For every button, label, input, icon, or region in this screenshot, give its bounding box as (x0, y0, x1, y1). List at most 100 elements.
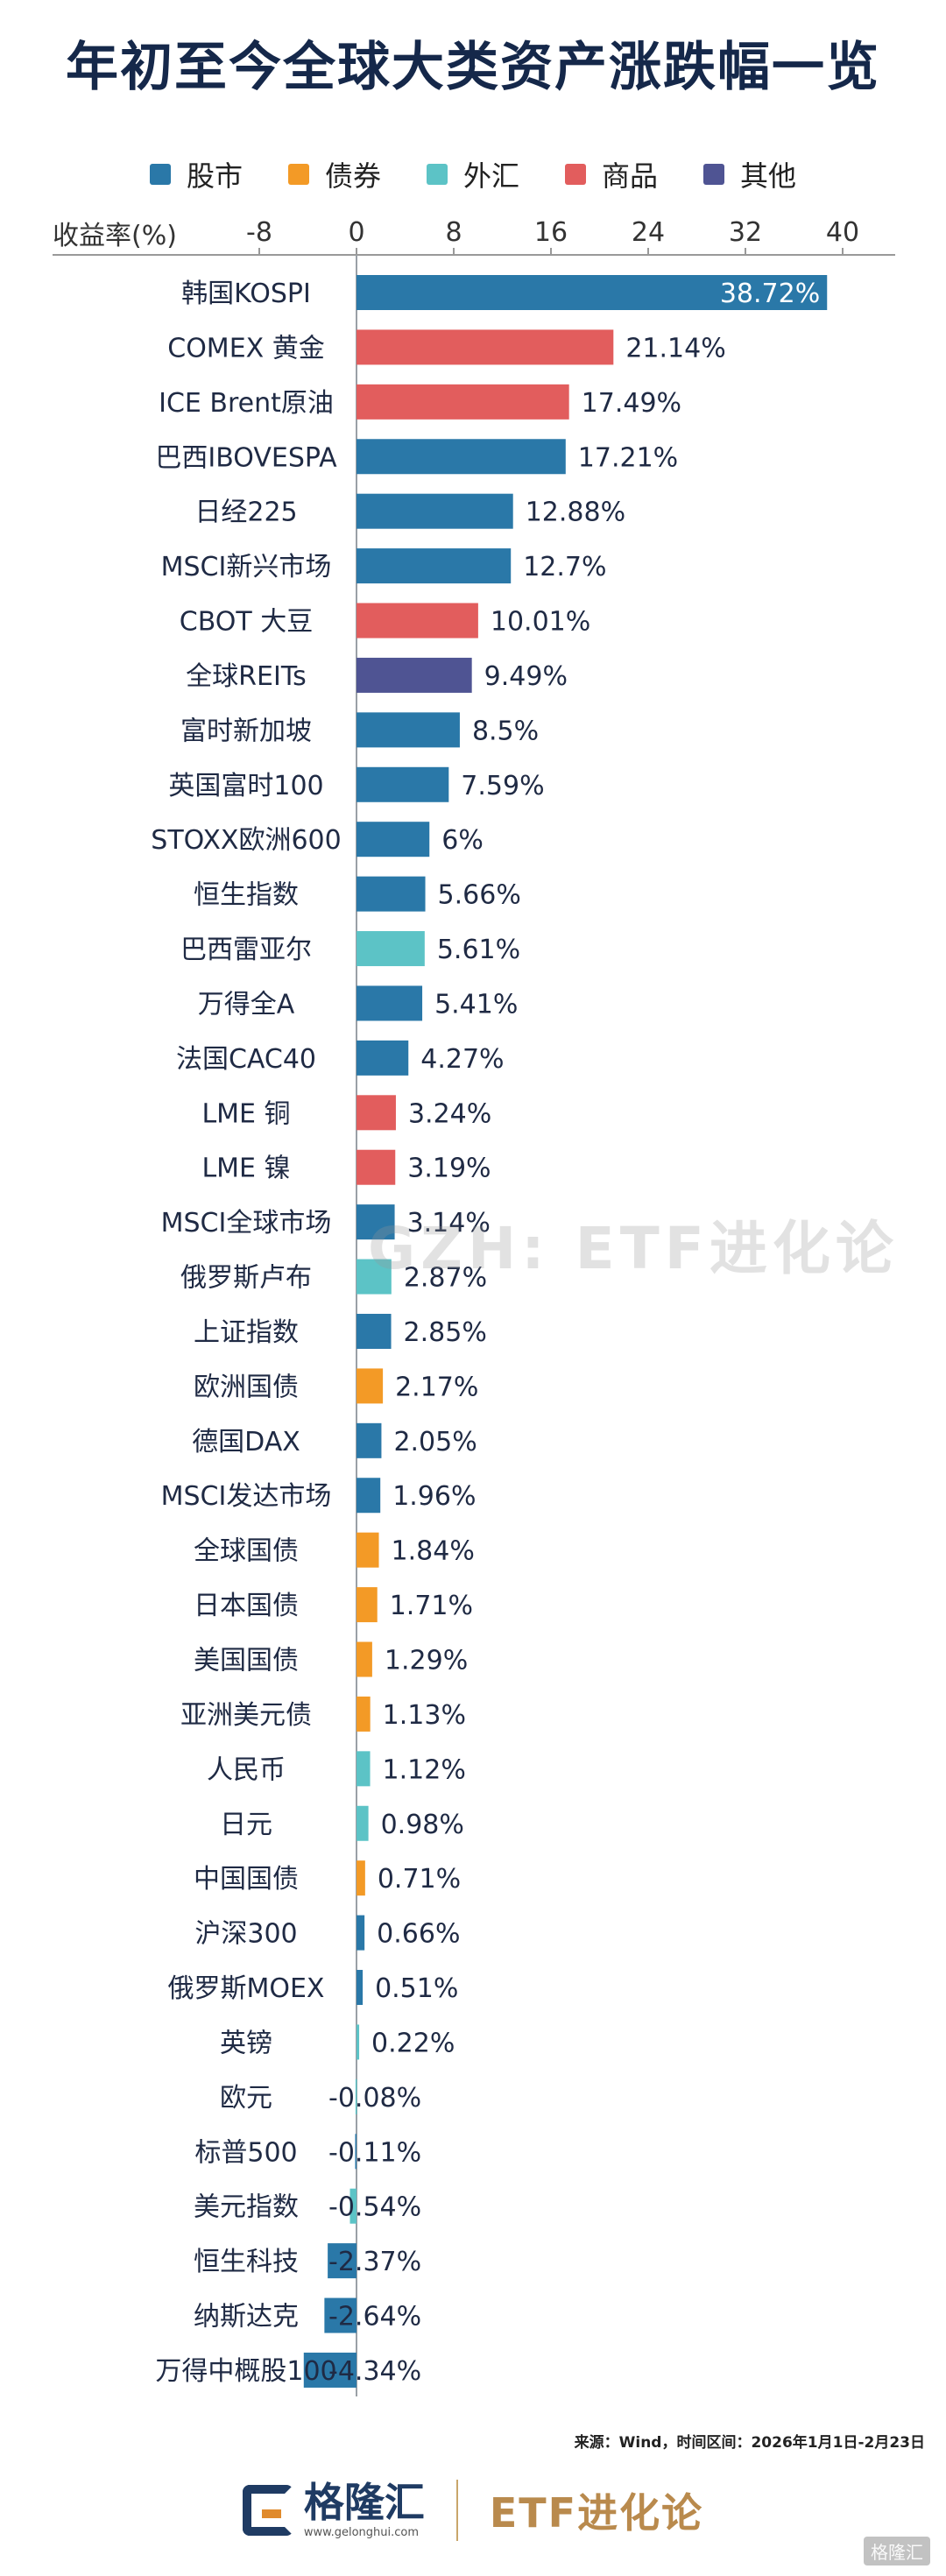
bar (357, 1587, 378, 1623)
footer: 格隆汇 www.gelonghui.com ETF进化论 (0, 2458, 946, 2563)
legend-label: 其他 (740, 159, 797, 193)
category-label: MSCI新兴市场 (161, 552, 332, 582)
data-label: 1.29% (385, 1646, 468, 1676)
data-label: -4.34% (328, 2356, 421, 2387)
legend-item-other: 其他 (703, 154, 796, 194)
x-tick-label: 0 (348, 217, 364, 248)
data-label: 5.41% (434, 989, 518, 1020)
data-label: 1.84% (392, 1536, 475, 1567)
data-label: 0.98% (381, 1810, 464, 1840)
bar (357, 657, 472, 693)
bar (357, 766, 449, 802)
category-label: LME 镍 (201, 1154, 290, 1184)
category-label: 韩国KOSPI (181, 279, 311, 309)
bar (324, 2297, 357, 2333)
bar (303, 2352, 357, 2388)
category-label: 美国国债 (194, 1646, 299, 1676)
bar (357, 439, 566, 475)
category-label: 俄罗斯卢布 (180, 1263, 312, 1294)
category-label: 俄罗斯MOEX (167, 1973, 324, 2004)
data-label: 1.96% (392, 1481, 476, 1512)
category-label: 美元指数 (194, 2192, 299, 2223)
bar (357, 1970, 364, 2006)
category-label: COMEX 黄金 (167, 333, 325, 363)
bar (357, 822, 430, 857)
bar (357, 1805, 369, 1841)
data-label: 1.71% (390, 1591, 473, 1621)
bar (357, 2024, 360, 2060)
bar (357, 1696, 371, 1732)
data-label: -0.11% (328, 2137, 421, 2168)
bar (357, 1751, 371, 1787)
category-label: 人民币 (207, 1754, 286, 1785)
legend-item-stock: 股市 (149, 154, 243, 194)
watermark: GZH: ETF进化论 (368, 1215, 899, 1282)
data-label: 7.59% (461, 771, 544, 801)
category-label: 恒生科技 (194, 2247, 299, 2277)
category-label: 中国国债 (194, 1864, 299, 1895)
data-label: 3.19% (407, 1154, 491, 1184)
chart-title: 年初至今全球大类资产涨跌幅一览 (66, 37, 880, 98)
category-label: 英国富时100 (168, 771, 323, 801)
data-label: 5.61% (437, 935, 520, 965)
bar (357, 1095, 396, 1131)
category-label: 全球国债 (194, 1536, 299, 1567)
category-label: 法国CAC40 (176, 1044, 316, 1075)
source-note: 来源：Wind，时间区间：2026年1月1日-2月23日 (574, 2434, 925, 2452)
bar (357, 275, 828, 310)
category-label: LME 铜 (201, 1098, 290, 1129)
data-label: 3.14% (407, 1208, 491, 1239)
bar (357, 712, 460, 748)
category-label: 日元 (220, 1810, 272, 1840)
legend-swatch (287, 164, 309, 185)
category-label: 德国DAX (192, 1427, 300, 1457)
category-label: 巴西雷亚尔 (180, 935, 312, 965)
bar-chart: 收益率(%) -8 0 8 16 24 32 40 韩国KOSPI 38.72% COMEX 黄金 2… (53, 217, 895, 2396)
bar (357, 603, 478, 639)
bar (357, 1532, 379, 1568)
category-label: MSCI全球市场 (161, 1208, 332, 1239)
bar (328, 2243, 357, 2279)
data-label: 9.49% (484, 661, 568, 692)
bar (357, 1204, 395, 1240)
brand-logo: 格隆汇 www.gelonghui.com (242, 2482, 425, 2539)
bar (355, 2078, 357, 2114)
bar (357, 1915, 365, 1951)
data-label: 12.7% (523, 552, 606, 582)
x-tick-label: 32 (729, 217, 762, 248)
legend-label: 外汇 (462, 159, 519, 193)
bar (357, 1478, 381, 1514)
data-label: 2.05% (393, 1427, 477, 1457)
brand-mark-icon (242, 2485, 293, 2536)
category-label: CBOT 大豆 (180, 607, 313, 638)
data-label: 1.13% (383, 1700, 466, 1731)
category-label: 纳斯达克 (194, 2302, 299, 2333)
legend-swatch (565, 164, 586, 185)
legend-swatch (426, 164, 448, 185)
bar (357, 1313, 392, 1349)
legend-label: 债券 (324, 159, 381, 193)
chart-legend: 股市 债券 外汇 商品 其他 (0, 154, 946, 194)
data-label: 3.24% (408, 1098, 491, 1129)
data-label: 2.85% (404, 1317, 487, 1348)
x-tick-label: 8 (445, 217, 462, 248)
x-tick-label: 40 (826, 217, 859, 248)
bar (357, 1368, 384, 1404)
data-label: 8.5% (472, 716, 539, 746)
bar (357, 1040, 409, 1076)
bar (357, 493, 513, 529)
bar (357, 384, 569, 420)
category-label: 日经225 (194, 498, 297, 528)
data-label: 10.01% (491, 607, 590, 638)
legend-item-commodity: 商品 (565, 154, 658, 194)
x-tick-label: -8 (246, 217, 272, 248)
data-label: 38.72% (720, 279, 820, 309)
data-label: 17.49% (582, 388, 681, 419)
x-tick-label: 24 (632, 217, 665, 248)
bar (357, 876, 426, 912)
legend-label: 股市 (186, 159, 243, 193)
bar (357, 985, 423, 1021)
category-label: 亚洲美元债 (180, 1700, 312, 1731)
category-label: 巴西IBOVESPA (155, 442, 337, 473)
data-label: -2.37% (328, 2247, 421, 2277)
